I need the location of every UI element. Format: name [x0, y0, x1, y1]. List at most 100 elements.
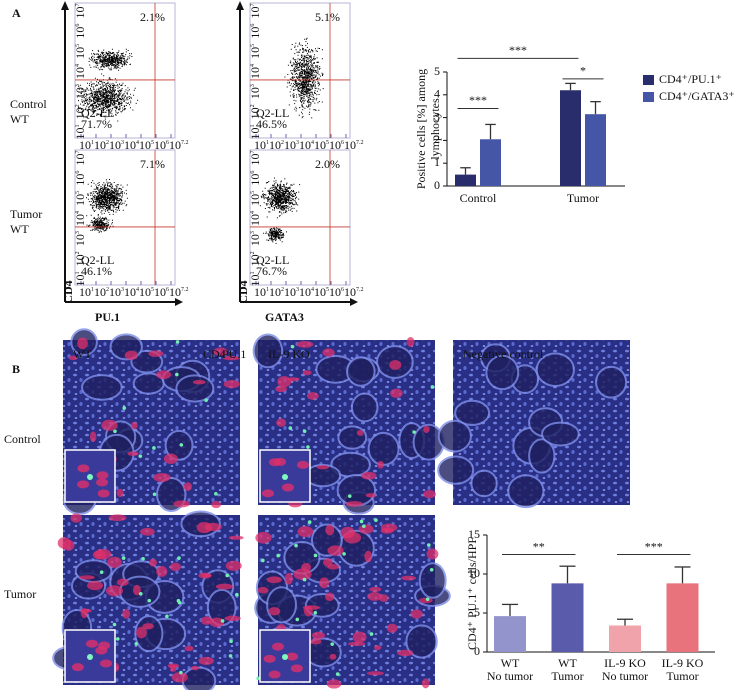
x-tick-label: 107.2	[344, 285, 364, 299]
y-tick-label: 107	[73, 151, 87, 166]
tick-base: 10	[79, 285, 91, 299]
tick-exp: 2	[106, 287, 109, 293]
tick-base: 10	[314, 285, 326, 299]
cd4-signal	[223, 379, 240, 389]
cd4-signal	[309, 638, 322, 645]
tick-exp: 6	[75, 24, 81, 27]
cd4-signal	[132, 584, 141, 596]
legend-swatch	[643, 92, 654, 102]
cd4-signal	[257, 586, 269, 594]
cd4-signal	[345, 501, 363, 507]
cd4-signal	[136, 626, 147, 639]
pu1-signal	[302, 577, 307, 582]
tick-base: 10	[79, 138, 91, 152]
cd4-signal	[421, 678, 430, 689]
tick-base: 10	[73, 7, 87, 19]
x-tick-label: 102	[269, 138, 284, 152]
cd4-signal	[140, 527, 155, 536]
cd4-signal	[68, 355, 78, 361]
cd4-signal	[148, 350, 164, 357]
quadrant-percent: 5.1%	[315, 10, 340, 24]
pu1-signal	[112, 622, 117, 627]
x-tick-label: 101	[254, 285, 269, 299]
cd4-signal	[361, 471, 377, 480]
pu1-signal	[228, 654, 233, 658]
bar	[585, 114, 606, 186]
quadrant-percent: 2.1%	[140, 10, 165, 24]
cd4-signal	[423, 425, 430, 434]
crypt	[470, 469, 498, 498]
cd4-signal	[94, 548, 112, 560]
crypt	[367, 431, 400, 466]
cd4-signal	[366, 671, 384, 676]
cd4-signal	[209, 617, 225, 628]
image-label: WT	[73, 347, 92, 361]
pu1-signal	[214, 492, 218, 496]
cd4-signal	[293, 568, 312, 580]
pu1-signal	[220, 619, 225, 623]
y-tick-label: 15	[468, 527, 480, 541]
pu1-signal	[147, 598, 152, 603]
crypt	[405, 624, 438, 659]
x-tick-label: Tumor	[666, 669, 698, 683]
cd4-signal	[171, 672, 188, 683]
cd4-signal	[297, 526, 314, 538]
x-tick-label: 107.2	[344, 138, 364, 152]
cd4-signal	[377, 460, 385, 469]
cd4-signal	[326, 679, 342, 689]
tick-base: 10	[284, 285, 296, 299]
tick-base: 10	[248, 194, 262, 206]
y-tick-label: 1	[434, 155, 440, 169]
cd4-signal	[255, 531, 272, 544]
crypt	[454, 399, 491, 426]
cd4-signal	[124, 350, 139, 360]
cd4-signal	[156, 566, 168, 577]
tick-base: 10	[124, 138, 136, 152]
pu1-signal	[295, 617, 300, 622]
y-tick-label: 103	[248, 84, 262, 99]
x-tick-label: 106	[154, 138, 169, 152]
tick-exp: 4	[311, 287, 314, 293]
cd4-signal	[352, 631, 367, 643]
y-tick-label: 101	[73, 125, 87, 140]
tick-exp: 3	[121, 287, 124, 293]
pu1-signal	[204, 398, 208, 403]
y-tick-label: 105	[73, 191, 87, 206]
y-axis-label: lymphocytes	[428, 98, 442, 160]
y-tick-label: 103	[73, 84, 87, 99]
tick-exp: 4	[136, 287, 139, 293]
crypt	[437, 419, 472, 453]
tick-base: 10	[73, 174, 87, 186]
y-tick-label: 103	[248, 231, 262, 246]
tick-base: 10	[248, 27, 262, 39]
tick-base: 10	[269, 285, 281, 299]
pu1-signal	[302, 429, 307, 434]
y-tick-label: 2	[434, 132, 440, 146]
crypt	[595, 365, 628, 399]
cd4-signal	[268, 607, 281, 616]
pu1-signal	[347, 494, 352, 498]
tick-exp: 5	[151, 140, 154, 146]
bar	[494, 616, 526, 652]
tick-exp: 4	[250, 211, 256, 214]
tick-base: 10	[73, 275, 87, 287]
cd4-signal	[306, 392, 319, 400]
event-dots	[284, 37, 324, 119]
cd4-signal	[184, 645, 194, 652]
y-tick-label: 4	[434, 87, 440, 101]
gate-value: 46.1%	[81, 264, 112, 278]
tick-base: 10	[248, 214, 262, 226]
gate-label: Q2-LL	[81, 106, 114, 120]
tick-exp: 7.2	[181, 287, 189, 293]
gate-label: Q2-LL	[256, 253, 289, 267]
y-tick-label: 5	[434, 64, 440, 78]
pu1-signal	[294, 543, 298, 548]
x-tick-label: 105	[314, 285, 329, 299]
x-tick-label: 105	[139, 138, 154, 152]
crypt	[81, 374, 123, 401]
cd4-signal	[127, 451, 139, 456]
cd4-signal	[169, 562, 181, 572]
cd4-signal	[142, 623, 154, 630]
tick-base: 10	[248, 47, 262, 59]
bar	[609, 625, 641, 652]
